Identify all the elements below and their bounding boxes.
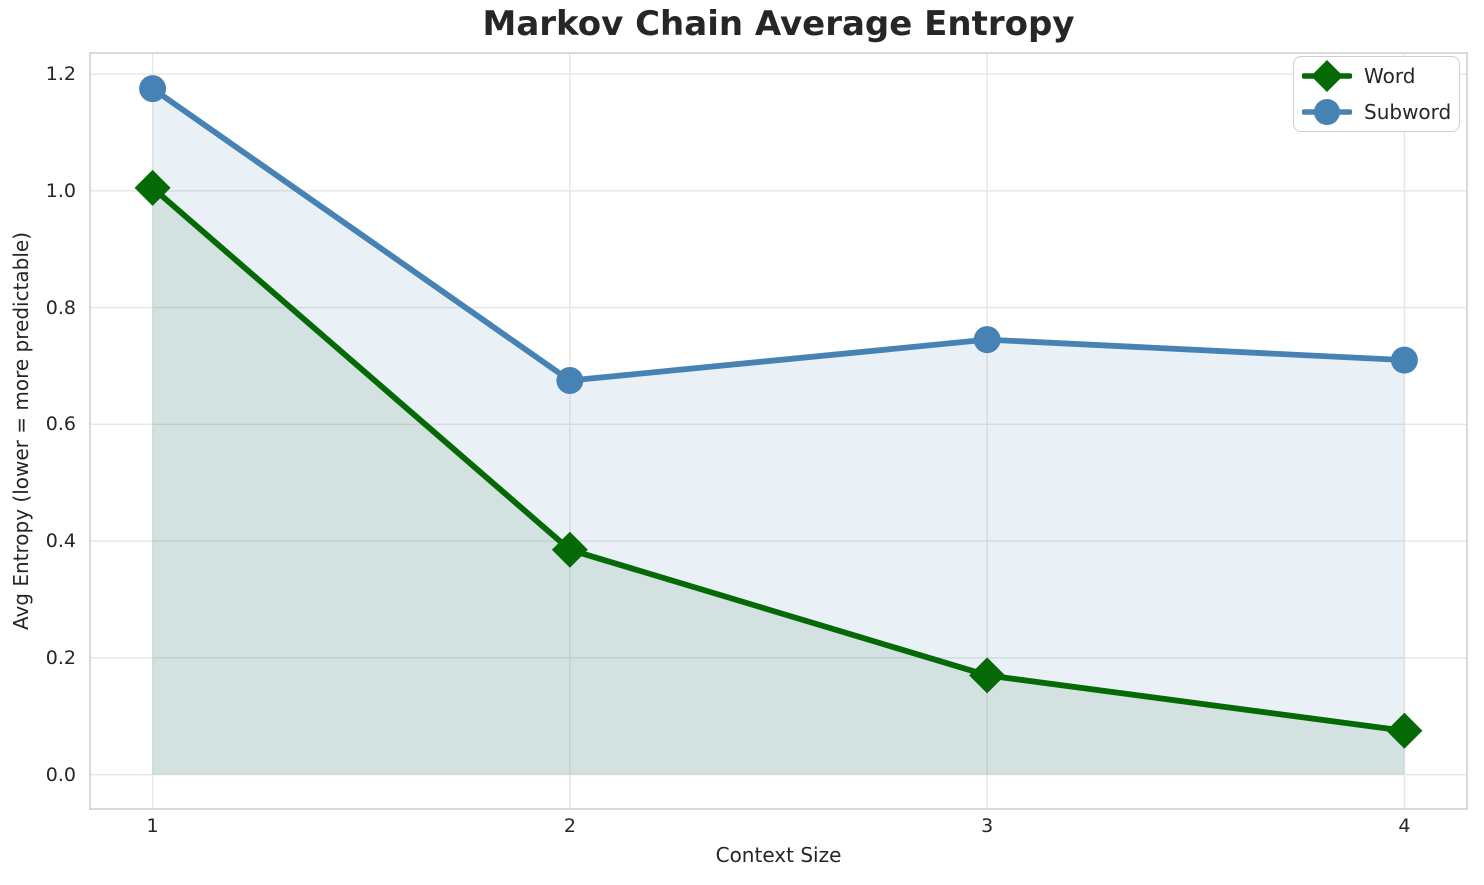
subword-marker [139, 75, 167, 103]
word-marker [969, 657, 1006, 694]
legend-label-subword: Subword [1364, 100, 1452, 124]
y-tick-label: 0.4 [45, 530, 76, 553]
x-tick-label: 4 [1398, 815, 1411, 837]
x-tick-label: 1 [146, 815, 159, 837]
chart-title: Markov Chain Average Entropy [482, 4, 1075, 44]
subword-line [149, 85, 1408, 384]
word-legend-marker-icon [1302, 60, 1352, 92]
y-tick-label: 1.2 [45, 63, 76, 86]
y-tick-label: 0.0 [45, 763, 76, 786]
x-tick-label: 3 [981, 815, 994, 837]
legend-label-word: Word [1364, 64, 1416, 88]
plot-border [89, 52, 1468, 810]
y-tick-label: 0.6 [45, 413, 76, 436]
legend: Word Subword [1293, 56, 1460, 132]
subword-marker [1390, 346, 1418, 374]
legend-diamond-marker [1311, 60, 1343, 92]
word-marker [134, 169, 171, 206]
subword-marker [556, 367, 584, 395]
x-axis-label: Context Size [715, 843, 842, 867]
y-tick-label: 1.0 [45, 179, 76, 202]
subword-area-fill [152, 88, 1405, 775]
word-line [149, 184, 1408, 734]
word-marker [551, 531, 588, 568]
y-tick-label: 0.2 [45, 646, 76, 669]
word-marker [1386, 712, 1423, 749]
y-tick-label: 0.8 [45, 296, 76, 319]
legend-item-subword: Subword [1302, 95, 1459, 129]
legend-item-word: Word [1302, 59, 1459, 93]
word-area-fill [152, 187, 1405, 775]
x-tick-label: 2 [563, 815, 576, 837]
subword-legend-marker-icon [1302, 99, 1352, 125]
subword-marker [973, 326, 1001, 354]
legend-circle-marker [1314, 99, 1340, 125]
